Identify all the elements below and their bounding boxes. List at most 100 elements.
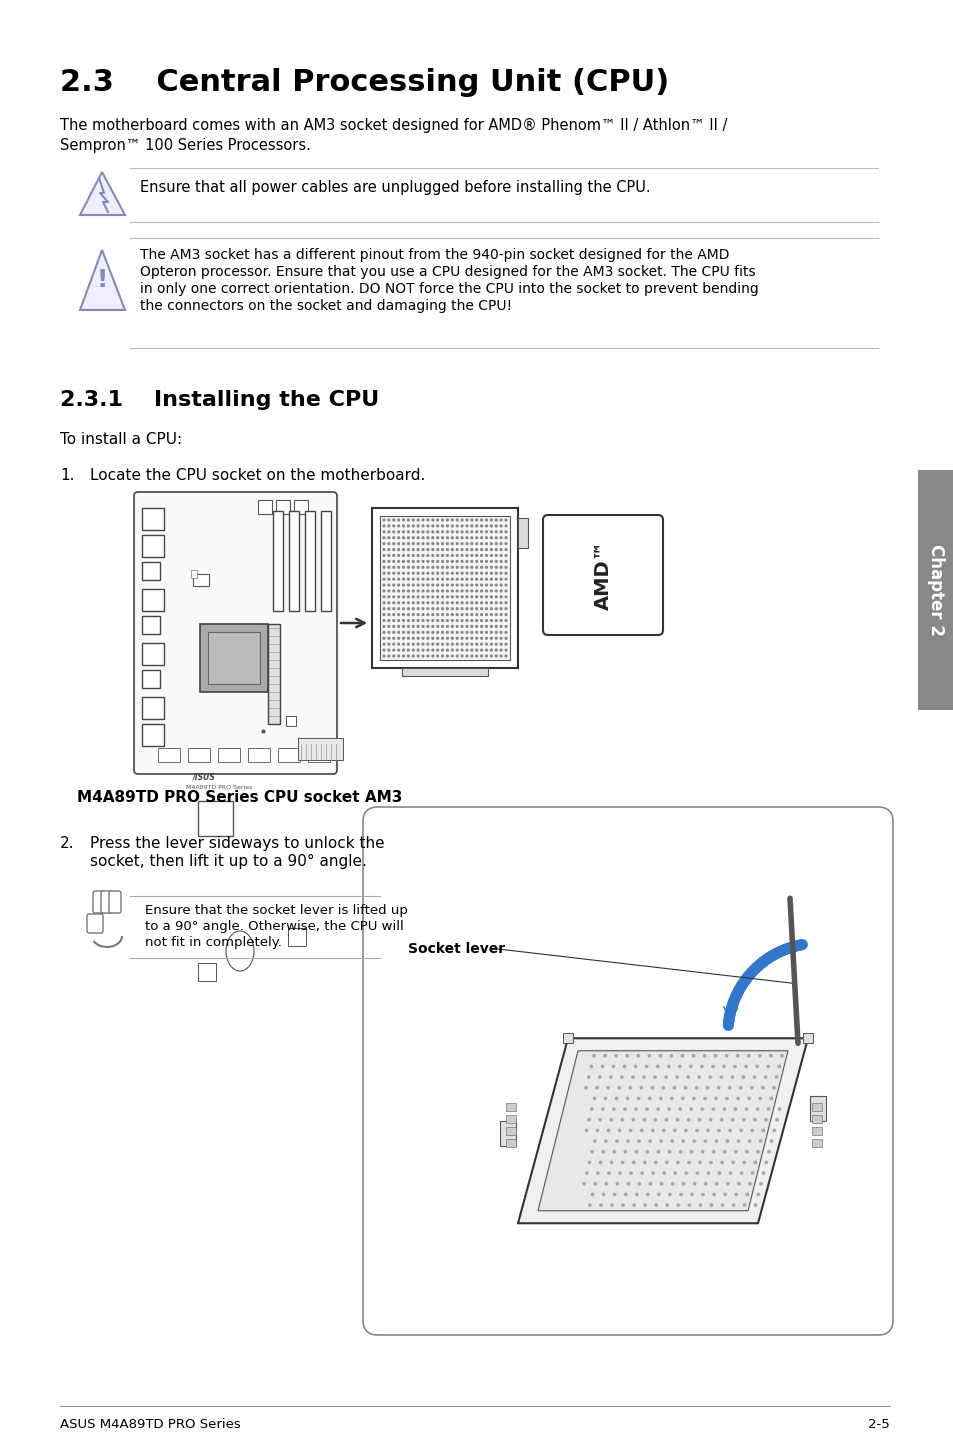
Circle shape — [490, 578, 492, 580]
Circle shape — [640, 1172, 642, 1175]
Circle shape — [446, 603, 448, 604]
Circle shape — [441, 584, 443, 585]
Circle shape — [388, 567, 390, 568]
Circle shape — [421, 595, 423, 598]
Circle shape — [451, 649, 453, 651]
Circle shape — [715, 1140, 717, 1142]
Circle shape — [606, 1087, 609, 1089]
Circle shape — [393, 595, 395, 598]
Circle shape — [456, 637, 457, 638]
Polygon shape — [80, 173, 125, 216]
Circle shape — [436, 572, 438, 574]
Circle shape — [742, 1162, 744, 1163]
Circle shape — [621, 1204, 623, 1206]
Circle shape — [720, 1162, 722, 1163]
Circle shape — [466, 590, 467, 592]
Circle shape — [393, 567, 395, 568]
Bar — [158, 748, 180, 762]
Circle shape — [460, 578, 462, 580]
Circle shape — [676, 1076, 678, 1078]
Text: 2-5: 2-5 — [867, 1418, 889, 1431]
Circle shape — [642, 1119, 645, 1122]
Circle shape — [476, 519, 477, 521]
Circle shape — [490, 561, 492, 562]
Circle shape — [427, 542, 428, 545]
Circle shape — [689, 1066, 691, 1067]
Circle shape — [446, 572, 448, 574]
Circle shape — [623, 1150, 626, 1153]
Circle shape — [495, 637, 497, 638]
Circle shape — [451, 525, 453, 526]
Circle shape — [739, 1087, 741, 1089]
Circle shape — [421, 649, 423, 651]
Circle shape — [466, 637, 467, 638]
Circle shape — [451, 584, 453, 585]
Circle shape — [388, 590, 390, 592]
Circle shape — [416, 567, 418, 568]
Circle shape — [460, 572, 462, 574]
Circle shape — [667, 1066, 669, 1067]
Text: socket, then lift it up to a 90° angle.: socket, then lift it up to a 90° angle. — [90, 854, 367, 869]
Circle shape — [670, 1140, 673, 1142]
Circle shape — [393, 649, 395, 651]
Circle shape — [456, 649, 457, 651]
Circle shape — [499, 549, 501, 551]
Circle shape — [412, 620, 414, 621]
FancyBboxPatch shape — [542, 515, 662, 636]
Bar — [320, 510, 331, 611]
Circle shape — [504, 525, 506, 526]
Circle shape — [701, 1194, 703, 1195]
Circle shape — [485, 536, 487, 539]
Circle shape — [466, 519, 467, 521]
Circle shape — [460, 555, 462, 557]
Circle shape — [618, 1172, 620, 1175]
Bar — [297, 738, 343, 761]
Text: Socket lever: Socket lever — [408, 942, 504, 956]
Circle shape — [764, 1119, 766, 1122]
Circle shape — [679, 1150, 681, 1153]
Circle shape — [407, 590, 409, 592]
Circle shape — [460, 525, 462, 526]
Bar — [505, 1114, 516, 1123]
Circle shape — [480, 584, 482, 585]
Circle shape — [659, 1182, 662, 1185]
Bar — [273, 510, 283, 611]
Circle shape — [747, 1097, 750, 1100]
Circle shape — [615, 1054, 617, 1057]
Circle shape — [416, 614, 418, 615]
Circle shape — [466, 656, 467, 657]
Circle shape — [441, 637, 443, 638]
Circle shape — [446, 626, 448, 627]
Circle shape — [446, 595, 448, 598]
Circle shape — [451, 595, 453, 598]
Circle shape — [756, 1107, 758, 1110]
Circle shape — [760, 1087, 763, 1089]
Circle shape — [451, 631, 453, 633]
Bar — [288, 928, 306, 946]
Circle shape — [397, 572, 399, 574]
Circle shape — [446, 643, 448, 646]
Bar — [142, 723, 164, 746]
Circle shape — [495, 525, 497, 526]
Circle shape — [407, 649, 409, 651]
Bar — [142, 615, 160, 634]
Circle shape — [446, 519, 448, 521]
Text: Opteron processor. Ensure that you use a CPU designed for the AM3 socket. The CP: Opteron processor. Ensure that you use a… — [140, 265, 755, 279]
Circle shape — [590, 1150, 593, 1153]
Circle shape — [476, 649, 477, 651]
Circle shape — [446, 620, 448, 621]
Circle shape — [659, 1054, 660, 1057]
Circle shape — [456, 626, 457, 627]
Circle shape — [471, 643, 473, 646]
Circle shape — [393, 536, 395, 539]
Circle shape — [460, 549, 462, 551]
Circle shape — [451, 531, 453, 532]
Text: The motherboard comes with an AM3 socket designed for AMD® Phenom™ II / Athlon™ : The motherboard comes with an AM3 socket… — [60, 118, 726, 134]
Circle shape — [750, 1129, 753, 1132]
Circle shape — [402, 572, 404, 574]
Circle shape — [412, 525, 414, 526]
Circle shape — [412, 643, 414, 646]
Circle shape — [648, 1140, 651, 1142]
Circle shape — [456, 620, 457, 621]
Circle shape — [476, 620, 477, 621]
